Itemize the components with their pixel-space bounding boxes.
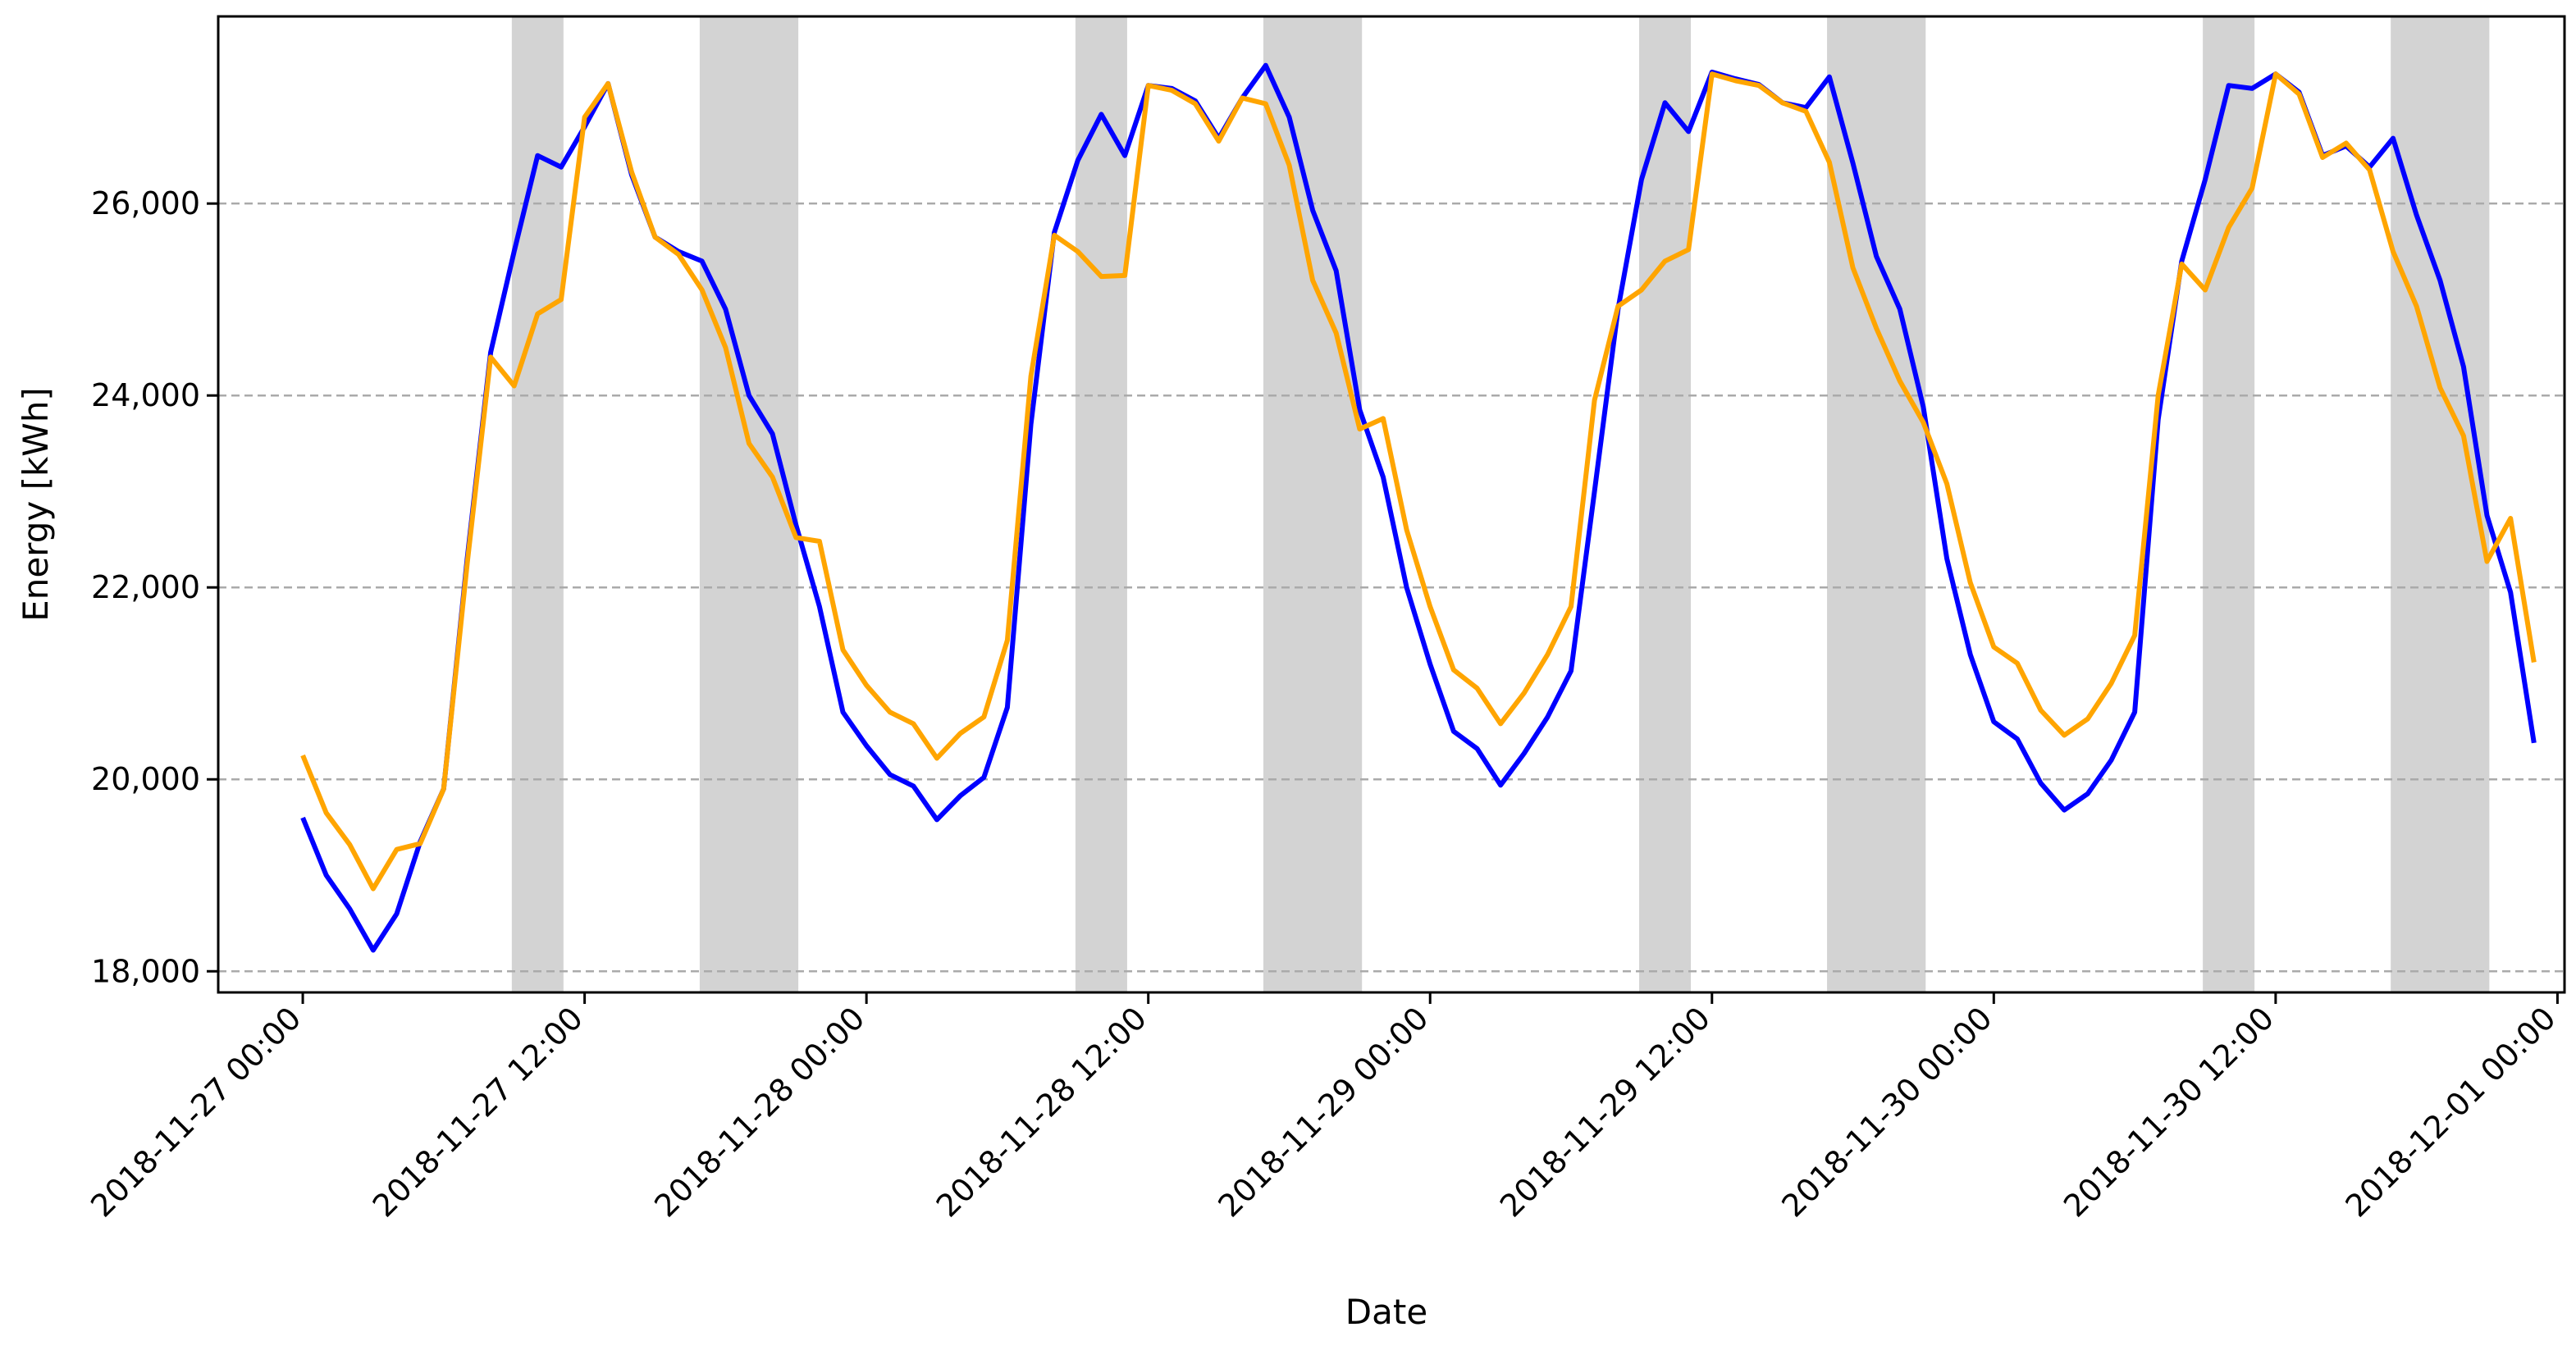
shaded-interval-0 — [511, 16, 564, 992]
x-axis-title: Date — [1345, 1292, 1427, 1332]
shaded-intervals — [511, 16, 2490, 992]
x-tick-label-1: 2018-11-27 12:00 — [366, 1000, 590, 1224]
series-line-2 — [300, 71, 2537, 892]
shaded-interval-5 — [1827, 16, 1926, 992]
y-tick-label-1: 20,000 — [91, 761, 200, 797]
series-lines — [300, 62, 2537, 953]
x-tick-label-8: 2018-12-01 00:00 — [2339, 1000, 2563, 1224]
shaded-interval-3 — [1263, 16, 1363, 992]
y-tick-label-3: 24,000 — [91, 377, 200, 413]
x-tick-label-7: 2018-11-30 12:00 — [2057, 1000, 2281, 1224]
y-tick-label-4: 26,000 — [91, 185, 200, 221]
x-tick-label-0: 2018-11-27 00:00 — [84, 1000, 308, 1224]
shaded-interval-2 — [1075, 16, 1127, 992]
x-tick-label-3: 2018-11-28 12:00 — [929, 1000, 1153, 1224]
x-tick-label-2: 2018-11-28 00:00 — [647, 1000, 871, 1224]
plot-frame — [217, 15, 2566, 994]
x-tick-label-4: 2018-11-29 00:00 — [1211, 1000, 1435, 1224]
y-gridlines — [218, 202, 2565, 973]
shaded-interval-4 — [1639, 16, 1692, 992]
x-axis-ticks: 2018-11-27 00:00 2018-11-27 12:00 2018-11-… — [84, 992, 2563, 1225]
y-axis-title: Energy [kWh] — [16, 387, 56, 622]
x-tick-label-6: 2018-11-30 00:00 — [1774, 1000, 1998, 1224]
series-line-1 — [300, 62, 2537, 953]
y-axis-ticks: 18,000 20,000 22,000 24,000 26,000 — [91, 185, 218, 989]
x-tick-label-5: 2018-11-29 12:00 — [1493, 1000, 1717, 1224]
y-tick-label-2: 22,000 — [91, 569, 200, 605]
shaded-interval-6 — [2203, 16, 2255, 992]
y-tick-label-0: 18,000 — [91, 953, 200, 989]
